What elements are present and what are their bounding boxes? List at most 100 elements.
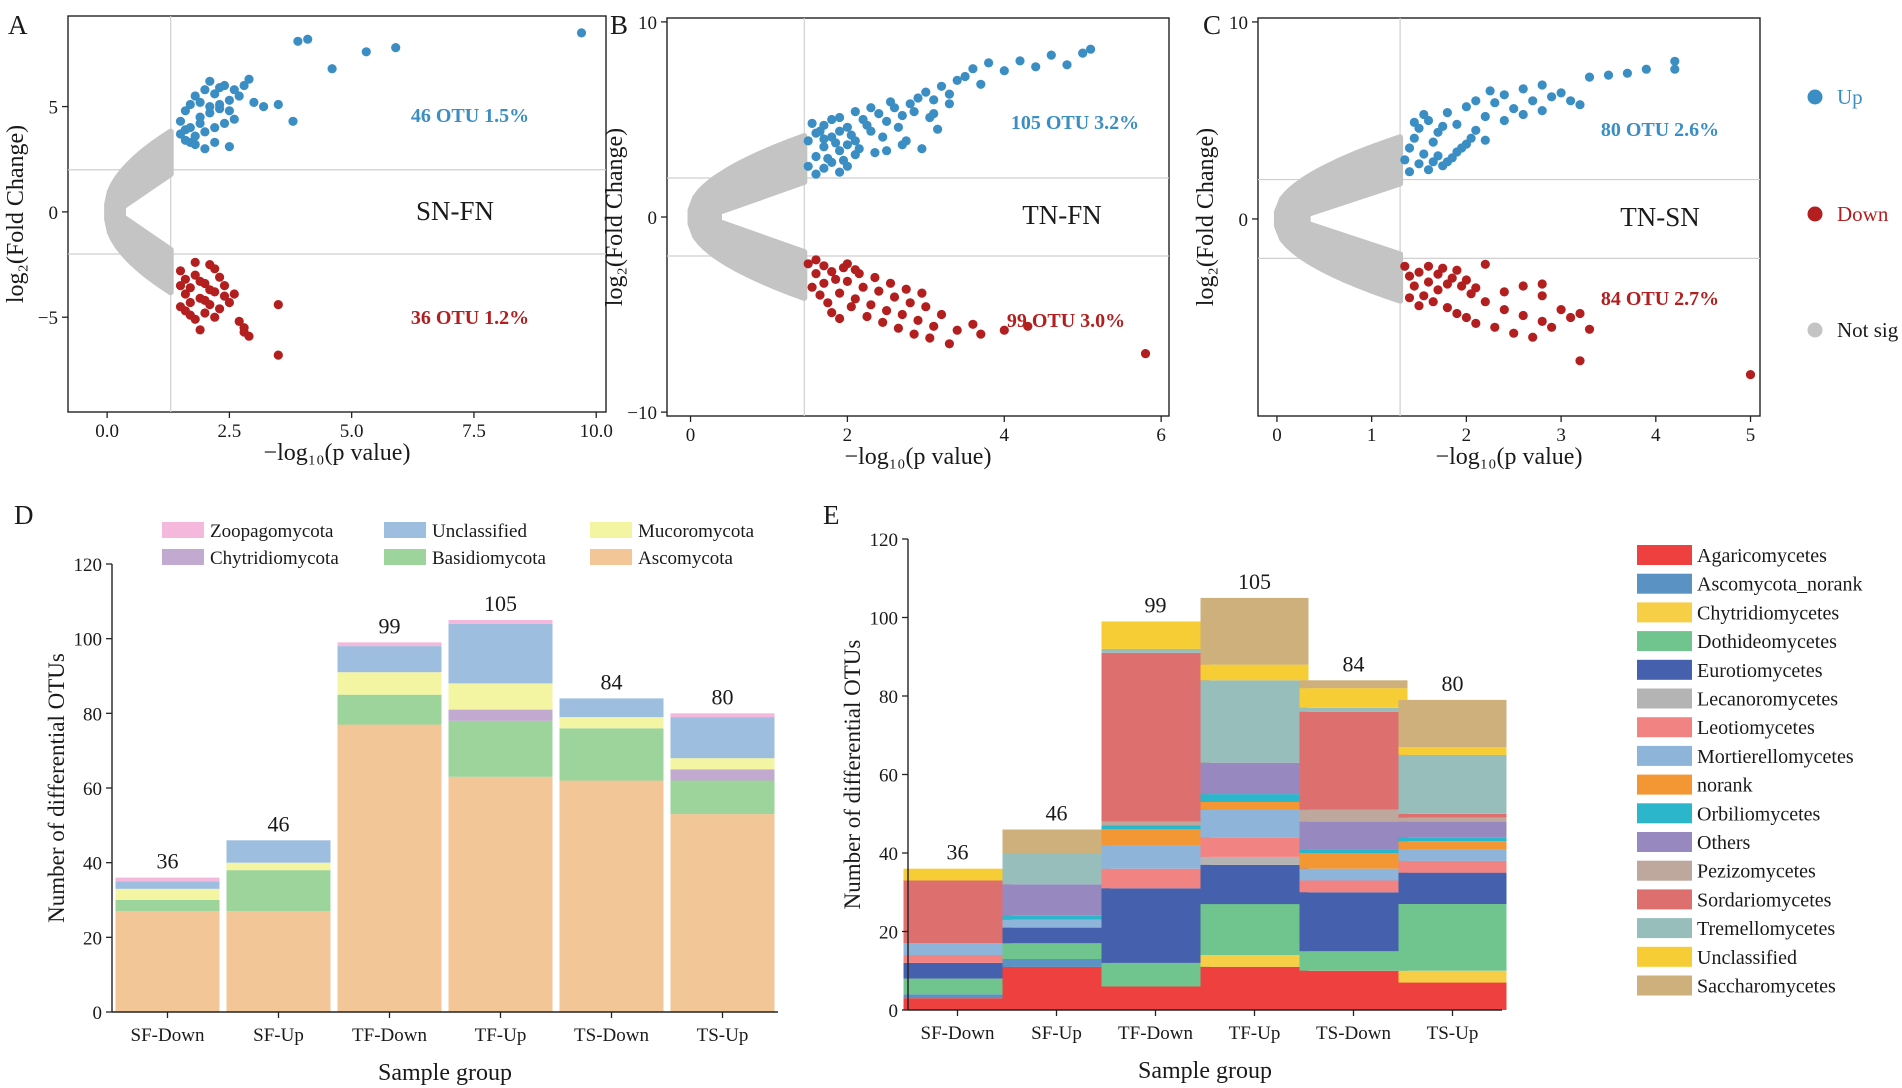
x-axis-label: −log₁₀(p value) <box>264 440 411 466</box>
up-point <box>1438 121 1448 131</box>
legend-marker-down <box>1807 206 1823 222</box>
up-point <box>234 91 244 101</box>
down-point <box>1509 328 1519 338</box>
bar-segment <box>1002 959 1111 967</box>
down-point <box>1499 287 1509 297</box>
up-point <box>180 125 190 135</box>
up-point <box>929 109 939 119</box>
up-point <box>1556 88 1566 98</box>
bar-segment <box>115 888 220 900</box>
up-point <box>897 110 907 121</box>
up-point <box>391 43 401 53</box>
plot-frame <box>1257 17 1761 417</box>
down-point <box>846 302 856 312</box>
up-point <box>1575 100 1585 110</box>
down-point <box>999 325 1009 335</box>
y-tick-label: −5 <box>38 308 58 329</box>
up-point <box>224 95 234 105</box>
up-point <box>219 80 230 91</box>
down-point <box>175 266 186 276</box>
up-point <box>835 126 845 136</box>
legend-swatch <box>1637 688 1692 709</box>
down-point <box>195 325 205 335</box>
legend-swatch <box>1637 918 1692 939</box>
up-point <box>905 99 915 109</box>
up-point <box>831 138 841 148</box>
up-point <box>1490 98 1500 108</box>
y-axis-label: Number of differential OTUs <box>840 640 865 910</box>
down-point <box>913 315 923 325</box>
bar-segment <box>1200 966 1309 1010</box>
x-tick-label: 10.0 <box>580 421 613 442</box>
legend-swatch <box>1637 832 1692 852</box>
down-point <box>1537 279 1547 289</box>
y-tick-label: 0 <box>93 1003 103 1024</box>
legend-swatch <box>162 522 204 538</box>
up-point <box>1461 139 1471 149</box>
x-axis-label: Sample group <box>1138 1058 1272 1084</box>
legend-label: Others <box>1697 832 1751 854</box>
down-point <box>925 333 935 343</box>
x-tick-label: 0.0 <box>95 421 119 442</box>
bar-segment <box>1398 699 1507 747</box>
bar-segment <box>1398 817 1507 822</box>
bar-segment <box>903 962 1012 979</box>
bar-segment <box>1200 837 1309 857</box>
down-point <box>200 308 210 318</box>
panel-label: B <box>610 10 628 40</box>
up-point <box>224 106 234 116</box>
up-point <box>835 146 845 156</box>
y-tick-label: 120 <box>870 530 899 551</box>
bar-segment <box>1200 680 1309 763</box>
bar-total-label: 105 <box>484 591 517 616</box>
volcano-panel-a: 0.0 2.5 5.0 7.5 10.0 −5 0 5 −log₁₀(p value) log₂(… <box>3 10 613 466</box>
x-axis-label: Sample group <box>378 1060 512 1086</box>
bar-segment <box>1299 951 1408 971</box>
y-tick-label: 80 <box>879 687 898 708</box>
y-tick-label: 20 <box>879 923 898 944</box>
bar-segment <box>1398 754 1507 814</box>
up-point <box>1584 72 1595 82</box>
up-point <box>210 89 220 99</box>
down-point <box>180 274 190 284</box>
panel-label: E <box>823 500 840 530</box>
bar-segment <box>1299 892 1408 952</box>
bar-total-label: 36 <box>947 840 969 865</box>
up-point <box>327 64 337 74</box>
bar-segment <box>1101 621 1210 649</box>
up-point <box>229 85 239 95</box>
down-point <box>1400 261 1410 271</box>
x-tick-label: 5 <box>1746 425 1756 446</box>
up-point <box>210 123 220 133</box>
up-point <box>866 103 876 113</box>
y-tick-label: 100 <box>74 630 103 651</box>
y-tick-label: 0 <box>648 208 658 229</box>
down-point <box>1414 301 1424 311</box>
up-point <box>819 163 829 173</box>
up-point <box>185 137 195 147</box>
up-point <box>200 85 210 95</box>
up-point <box>917 144 927 154</box>
legend-label-down: Down <box>1837 202 1889 226</box>
bar-segment <box>670 814 775 1012</box>
y-tick-label: 120 <box>74 555 103 576</box>
bar-segment <box>1299 849 1408 853</box>
y-tick-label: 0 <box>889 1001 899 1022</box>
down-point <box>1423 261 1434 271</box>
up-point <box>1031 62 1041 72</box>
down-point <box>1442 303 1452 313</box>
bar-segment <box>115 900 220 912</box>
bar-segment <box>1299 821 1408 850</box>
down-point <box>1414 267 1424 277</box>
up-point <box>842 140 853 150</box>
panel-label: D <box>14 500 34 530</box>
x-tick-label: 1 <box>1367 425 1377 446</box>
up-point <box>827 157 837 167</box>
down-point <box>870 272 880 283</box>
down-point <box>239 327 249 337</box>
bar-segment <box>337 646 442 673</box>
legend-swatch <box>1637 774 1692 795</box>
up-point <box>200 127 210 137</box>
x-tick-label: TF-Down <box>352 1025 427 1046</box>
bar-segment <box>337 694 442 725</box>
